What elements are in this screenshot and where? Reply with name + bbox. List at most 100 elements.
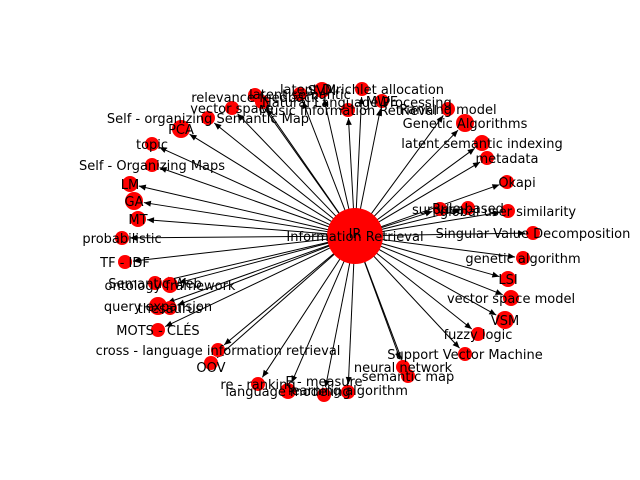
edge-oov	[216, 239, 351, 359]
node-mt	[130, 211, 146, 227]
edge-layer	[129, 96, 526, 388]
edge-metadata	[359, 161, 481, 234]
arrowhead-genetic-algorithms	[450, 130, 459, 138]
node-self-organizing-semantic-map	[201, 111, 215, 125]
node-genetic-algorithm	[516, 251, 530, 265]
hub-label: IR	[349, 227, 362, 242]
node-thesaurus	[163, 301, 177, 315]
label-metadata: metadata	[475, 152, 538, 167]
node-topic	[145, 137, 159, 151]
node-rule-based	[461, 201, 475, 215]
node-fuzzy-logic	[471, 327, 485, 341]
arrowhead-mots-cl-s	[165, 320, 173, 327]
node-mwe	[375, 94, 389, 108]
edge-natural-language-processing	[266, 108, 352, 232]
label-rule-based: Rule based	[432, 202, 504, 217]
edge-ga	[143, 202, 350, 236]
arrowhead-music-information-retrieval	[345, 117, 352, 126]
node-lm	[122, 176, 138, 192]
label-latent-dirichlet-allocation: latent Dirichlet allocation	[280, 83, 444, 98]
node-natural-language-processing	[255, 95, 269, 109]
arrowhead-f-measure	[323, 379, 330, 388]
arrowhead-language-modeling	[291, 375, 298, 383]
label-vector-space-model: vector space model	[447, 292, 575, 307]
node-layer	[115, 82, 540, 402]
node-self-organizing-maps	[145, 158, 159, 172]
node-semantic-web	[148, 276, 162, 290]
node-okapi	[500, 175, 514, 189]
arrowhead-tf-idf	[132, 257, 141, 264]
label-layer: IR Information Retrieval latent Dirichle…	[79, 83, 630, 400]
label-pca: PCA	[168, 123, 194, 138]
node-ontology-framework	[162, 277, 178, 293]
edge-latent-semantic	[302, 101, 354, 231]
edge-probabilistic	[129, 235, 350, 239]
arrowhead-latent-dirichlet-allocation	[358, 96, 365, 105]
edge-self-organizing-maps	[159, 167, 350, 235]
node-singular-value-decomposition	[526, 226, 540, 240]
arrowhead-lm	[138, 184, 147, 191]
label-re-ranking: re - ranking	[220, 378, 295, 393]
label-svm: SVM	[308, 84, 336, 99]
label-music-information-retrieval: Music Information Retrieval	[259, 104, 437, 119]
node-svm	[314, 82, 330, 98]
node-surprisal	[433, 202, 447, 216]
label-self-organizing-semantic-map: Self - organizing Semantic Map	[107, 112, 309, 127]
arrowhead-learning-algorithm	[345, 376, 352, 385]
label-thesaurus: thesaurus	[138, 302, 203, 317]
arrowhead-natural-language-processing	[266, 108, 274, 117]
label-ontology-framework: ontology framework	[105, 279, 236, 294]
hub-node	[327, 208, 383, 264]
node-learning-algorithm	[341, 385, 355, 399]
arrowhead-cross-language-information-retrieval	[224, 338, 232, 345]
edge-mots-cl-s	[165, 238, 350, 328]
label-support-vector-machine: Support Vector Machine	[387, 348, 543, 363]
label-global-user-similarity: global user similarity	[440, 205, 577, 220]
edge-re-ranking	[261, 240, 353, 378]
edge-vector-space-model	[360, 237, 503, 296]
arrowhead-probabilistic	[129, 234, 138, 241]
label-ranking-model: Ranking model	[399, 103, 496, 118]
arrowhead-vector-space-model	[495, 289, 503, 295]
arrowhead-support-vector-machine	[452, 340, 460, 349]
label-query-expansion: query expansion	[104, 300, 212, 315]
edge-okapi	[360, 184, 500, 235]
arrowhead-vector-space	[237, 113, 245, 121]
edge-support-vector-machine	[358, 240, 460, 349]
edge-svm	[323, 98, 355, 231]
label-natural-language-processing: Natural Language Processing	[262, 96, 452, 111]
label-vsm: VSM	[491, 314, 519, 329]
label-neural-network: neural network	[354, 361, 453, 376]
node-tf-idf	[118, 255, 132, 269]
node-re-ranking	[251, 377, 265, 391]
label-f-measure: F - measure	[285, 375, 362, 390]
label-learning-algorithm: learning algorithm	[288, 384, 408, 399]
node-latent-semantic-indexing	[474, 135, 490, 151]
arrowhead-surprisal	[424, 210, 433, 217]
label-lsi: LSI	[498, 273, 517, 288]
node-f-measure	[317, 388, 331, 402]
edge-semantic-map	[356, 241, 406, 369]
edge-genetic-algorithms	[358, 129, 459, 233]
node-support-vector-machine	[458, 347, 472, 361]
node-semantic-map	[401, 369, 415, 383]
edge-thesaurus	[177, 237, 350, 306]
arrowhead-genetic-algorithm	[507, 253, 516, 260]
node-pca	[172, 120, 190, 138]
node-latent-semantic	[293, 87, 307, 101]
edge-f-measure	[325, 241, 355, 388]
node-lsi	[500, 271, 516, 287]
label-self-organizing-maps: Self - Organizing Maps	[79, 159, 225, 174]
edge-genetic-algorithm	[360, 236, 516, 258]
node-genetic-algorithms	[456, 114, 474, 132]
label-tf-idf: TF - IDF	[99, 256, 150, 271]
edge-language-modeling	[291, 241, 354, 383]
label-relevance-feedback: relevance feedback	[191, 91, 319, 106]
node-metadata	[480, 151, 494, 165]
label-singular-value-decomposition: Singular Value Decomposition	[436, 227, 631, 242]
label-latent-semantic: latent semantic	[249, 88, 351, 103]
edge-lm	[138, 185, 350, 236]
arrowhead-singular-value-decomposition	[517, 230, 526, 237]
arrowhead-pca	[189, 134, 198, 141]
arrowhead-self-organizing-maps	[159, 167, 168, 173]
